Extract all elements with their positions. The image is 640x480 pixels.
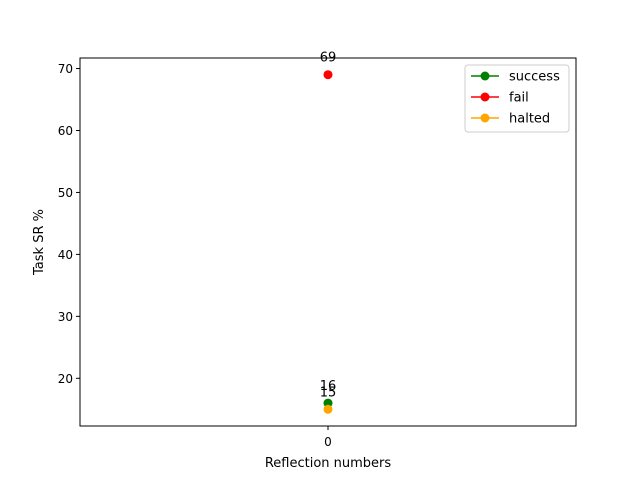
data-marks: 16 69 15 [320, 51, 337, 414]
y-tick-label: 70 [58, 62, 73, 76]
data-point-success [323, 398, 333, 408]
y-tick-label: 30 [58, 310, 73, 324]
data-label-halted: 15 [320, 385, 337, 400]
legend: success fail halted [464, 64, 570, 133]
data-label-success: 16 [320, 379, 337, 394]
data-point-halted [323, 404, 333, 414]
y-tick-label: 20 [58, 372, 73, 386]
y-axis-ticks: 20 30 40 50 60 70 [58, 62, 80, 386]
legend-marker-fail [480, 92, 490, 102]
legend-label-halted: halted [509, 112, 550, 127]
legend-label-success: success [509, 70, 560, 85]
x-axis-label: Reflection numbers [265, 456, 392, 471]
data-label-fail: 69 [320, 51, 337, 66]
y-axis-label: Task SR % [32, 209, 47, 276]
legend-marker-halted [480, 113, 490, 123]
x-tick-label: 0 [324, 435, 332, 449]
y-tick-label: 60 [58, 124, 73, 138]
y-tick-label: 40 [58, 248, 73, 262]
data-point-fail [323, 70, 333, 80]
x-axis-ticks: 0 [324, 426, 332, 449]
y-tick-label: 50 [58, 186, 73, 200]
legend-marker-success [480, 71, 490, 81]
legend-box [464, 64, 570, 133]
legend-label-fail: fail [509, 91, 529, 106]
